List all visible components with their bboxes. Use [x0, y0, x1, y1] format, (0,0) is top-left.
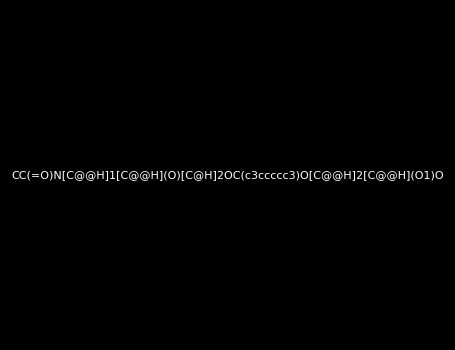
Text: CC(=O)N[C@@H]1[C@@H](O)[C@H]2OC(c3ccccc3)O[C@@H]2[C@@H](O1)O: CC(=O)N[C@@H]1[C@@H](O)[C@H]2OC(c3ccccc3…: [11, 170, 444, 180]
